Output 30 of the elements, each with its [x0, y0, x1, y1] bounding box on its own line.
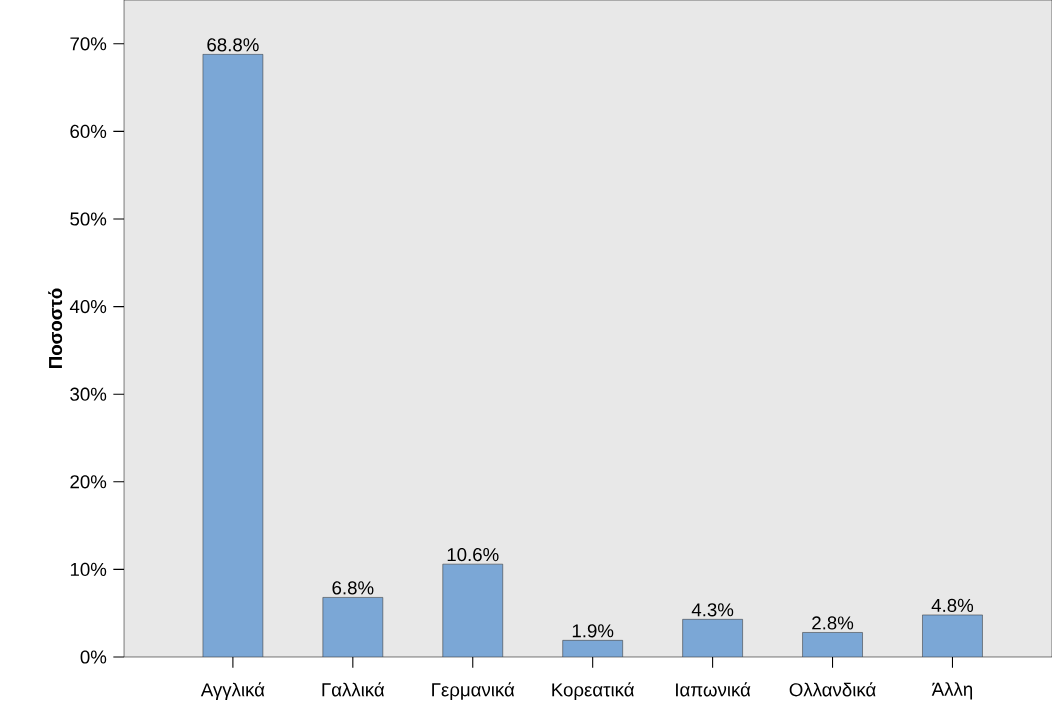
- x-tick-label: Κορεατικά: [552, 682, 635, 701]
- bar: [202, 54, 264, 657]
- data-label: 10.6%: [447, 547, 499, 562]
- data-label: 1.9%: [572, 624, 614, 638]
- data-label: 6.8%: [332, 581, 374, 595]
- x-tick-label: Γερμανικά: [432, 682, 515, 701]
- data-label: 4.3%: [691, 603, 734, 617]
- y-tick-label: 20%: [70, 475, 107, 489]
- bar: [682, 619, 743, 657]
- data-label: 68.8%: [207, 38, 259, 52]
- y-tick-label: 10%: [70, 562, 107, 577]
- bar: [802, 632, 863, 657]
- x-tick-label: Ολλανδικά: [789, 682, 876, 697]
- bar: [322, 597, 384, 657]
- x-tick-label: Άλλη: [931, 682, 973, 700]
- x-tick-label: Αγγλικά: [200, 682, 265, 701]
- y-axis-title: Ποσοστό: [48, 288, 63, 369]
- bar: [442, 563, 504, 657]
- y-tick-label: 0%: [80, 650, 107, 664]
- data-label: 4.8%: [931, 598, 974, 613]
- bar: [922, 614, 983, 657]
- y-tick-label: 40%: [69, 299, 107, 314]
- y-tick-label: 50%: [70, 212, 107, 226]
- data-label: 2.8%: [812, 616, 854, 630]
- x-tick-label: Ιαπωνικά: [676, 682, 751, 697]
- bar: [562, 640, 623, 657]
- y-tick-label: 60%: [70, 124, 107, 139]
- x-tick-label: Γαλλικά: [322, 682, 385, 697]
- y-tick-label: 70%: [70, 37, 107, 51]
- y-tick-label: 30%: [70, 387, 107, 401]
